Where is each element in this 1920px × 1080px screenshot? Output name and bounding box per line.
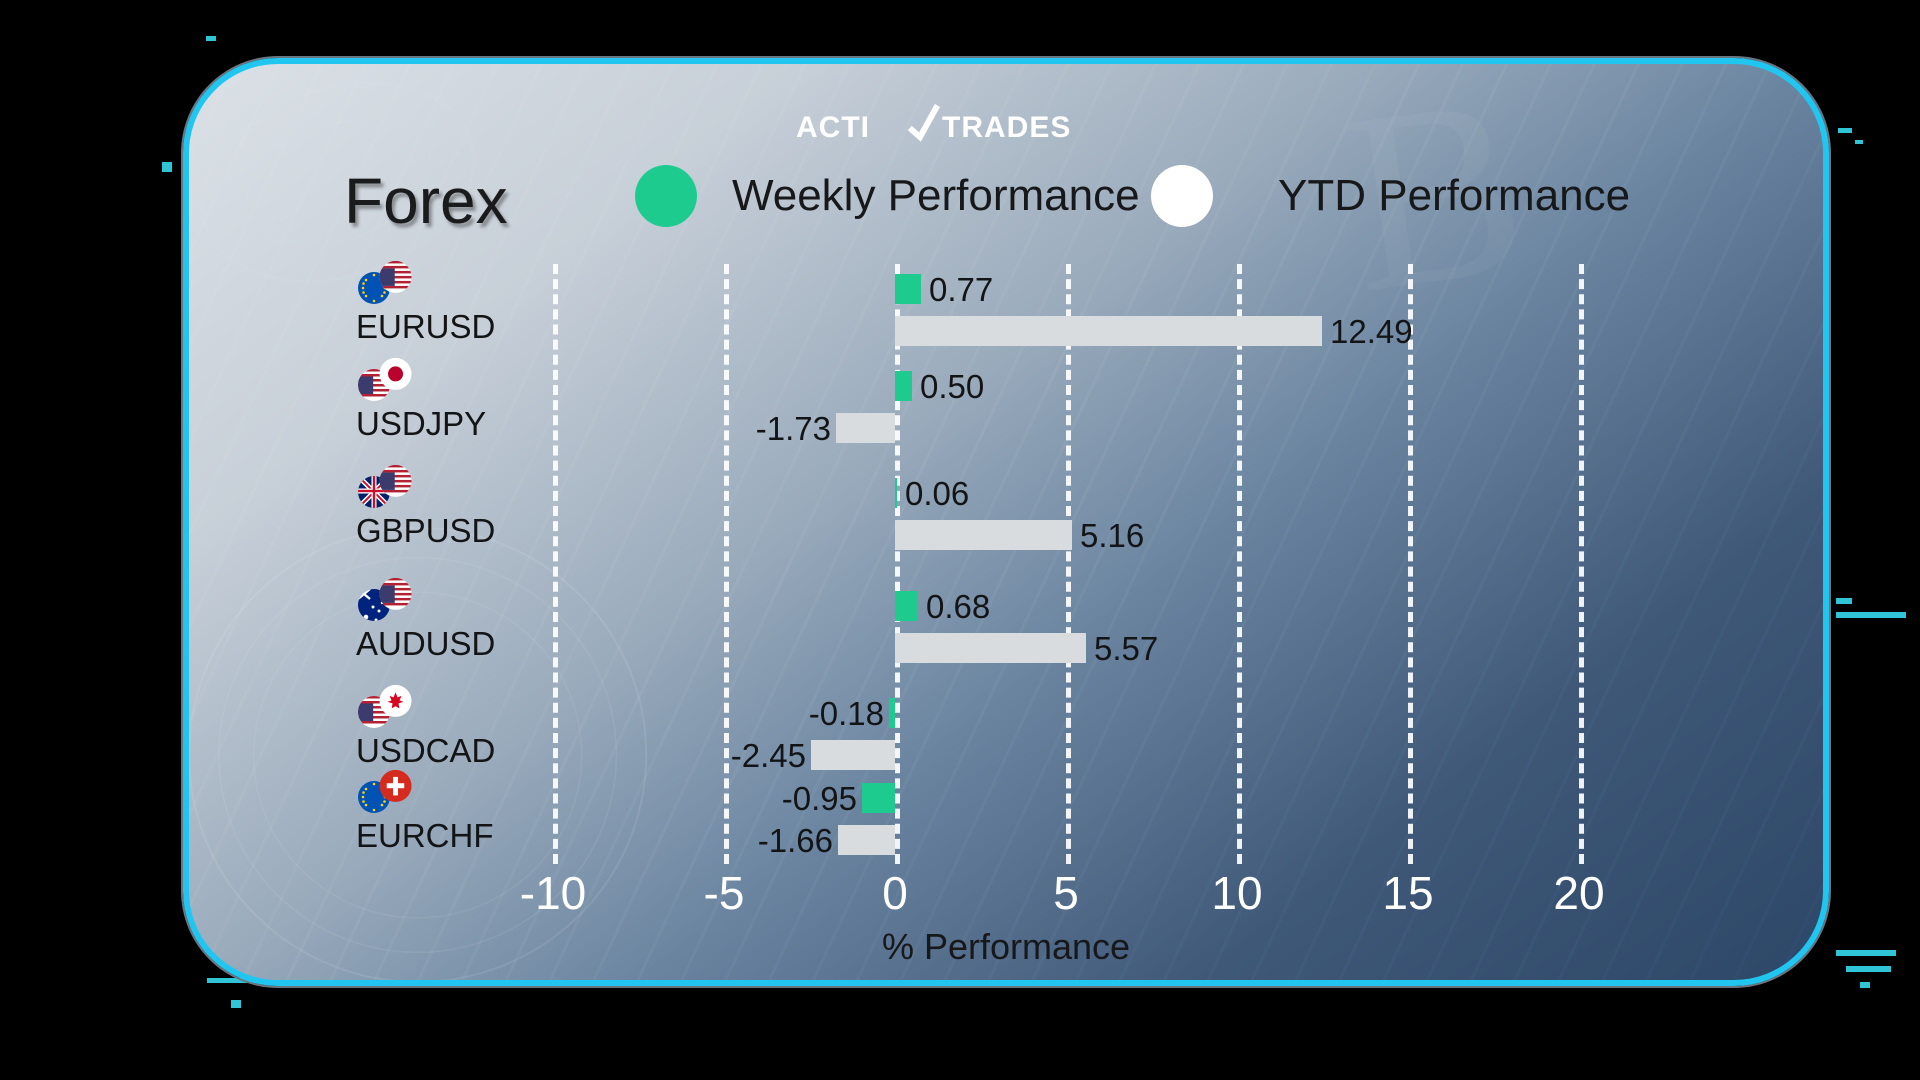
svg-text:TRADES: TRADES: [942, 111, 1071, 144]
svg-text:ACTI: ACTI: [796, 111, 870, 144]
